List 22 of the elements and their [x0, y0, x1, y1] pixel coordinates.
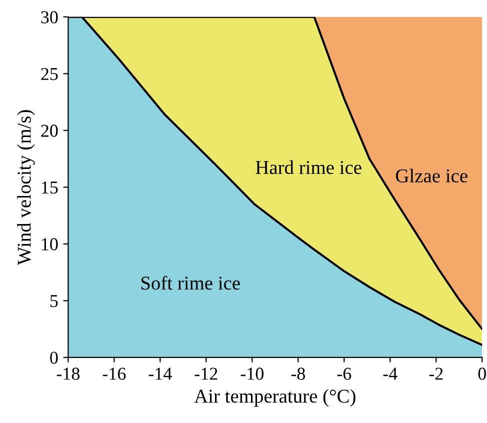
x-axis-title: Air temperature (°C): [194, 389, 356, 407]
y-tick-label: 25: [41, 68, 58, 80]
y-tick-label: 30: [41, 11, 58, 24]
series-label: Hard rime ice: [256, 160, 362, 174]
y-tick-label: 20: [41, 124, 58, 137]
x-tick-label: -14: [148, 368, 172, 380]
x-tick-label: -4: [383, 368, 398, 380]
series-label: Glzae ice: [396, 168, 468, 182]
x-tick-label: -8: [291, 368, 305, 380]
x-tick-label: -10: [240, 368, 264, 380]
x-tick-label: -2: [429, 368, 443, 380]
y-axis-title: Wind velocity (m/s): [17, 110, 35, 266]
series-label: Soft rime ice: [141, 276, 240, 290]
x-tick-label: -18: [56, 368, 80, 380]
y-tick-label: 0: [50, 352, 58, 364]
x-tick-label: 0: [478, 368, 486, 380]
y-tick-label: 5: [50, 295, 58, 308]
x-tick-label: -12: [194, 368, 218, 380]
y-tick-label: 10: [42, 238, 58, 250]
x-tick-label: -6: [337, 368, 352, 380]
x-tick-label: -16: [102, 368, 126, 380]
y-tick-label: 15: [42, 182, 58, 194]
